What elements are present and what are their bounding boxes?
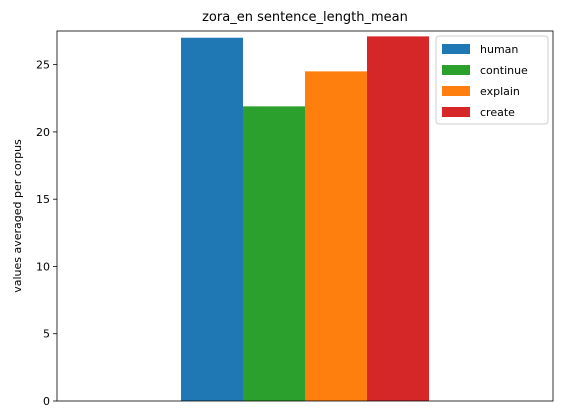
y-tick-label: 10	[36, 260, 50, 273]
bar-explain	[305, 71, 367, 401]
legend: human continue explain create	[435, 35, 549, 125]
y-tick-label: 25	[36, 59, 50, 72]
bar-human	[181, 37, 243, 402]
bars-group	[181, 36, 429, 402]
y-axis: 0 5 10 15 20 25	[36, 59, 57, 408]
legend-label-explain: explain	[480, 85, 520, 98]
legend-label-create: create	[480, 106, 515, 119]
plot-frame	[56, 30, 554, 402]
bar-continue	[243, 106, 305, 401]
y-axis-label: values averaged per corpus	[11, 139, 24, 293]
bar-create	[367, 36, 429, 402]
legend-swatch-continue	[442, 65, 470, 75]
y-tick-label: 20	[36, 126, 50, 139]
legend-label-continue: continue	[480, 64, 528, 77]
y-tick-label: 5	[43, 328, 50, 341]
y-tick-label: 15	[36, 193, 50, 206]
y-tick-label: 0	[43, 395, 50, 408]
legend-swatch-human	[442, 44, 470, 54]
legend-swatch-create	[442, 107, 470, 117]
legend-box	[435, 35, 549, 125]
chart-title: zora_en sentence_length_mean	[202, 10, 408, 25]
legend-label-human: human	[480, 43, 518, 56]
legend-swatch-explain	[442, 86, 470, 96]
